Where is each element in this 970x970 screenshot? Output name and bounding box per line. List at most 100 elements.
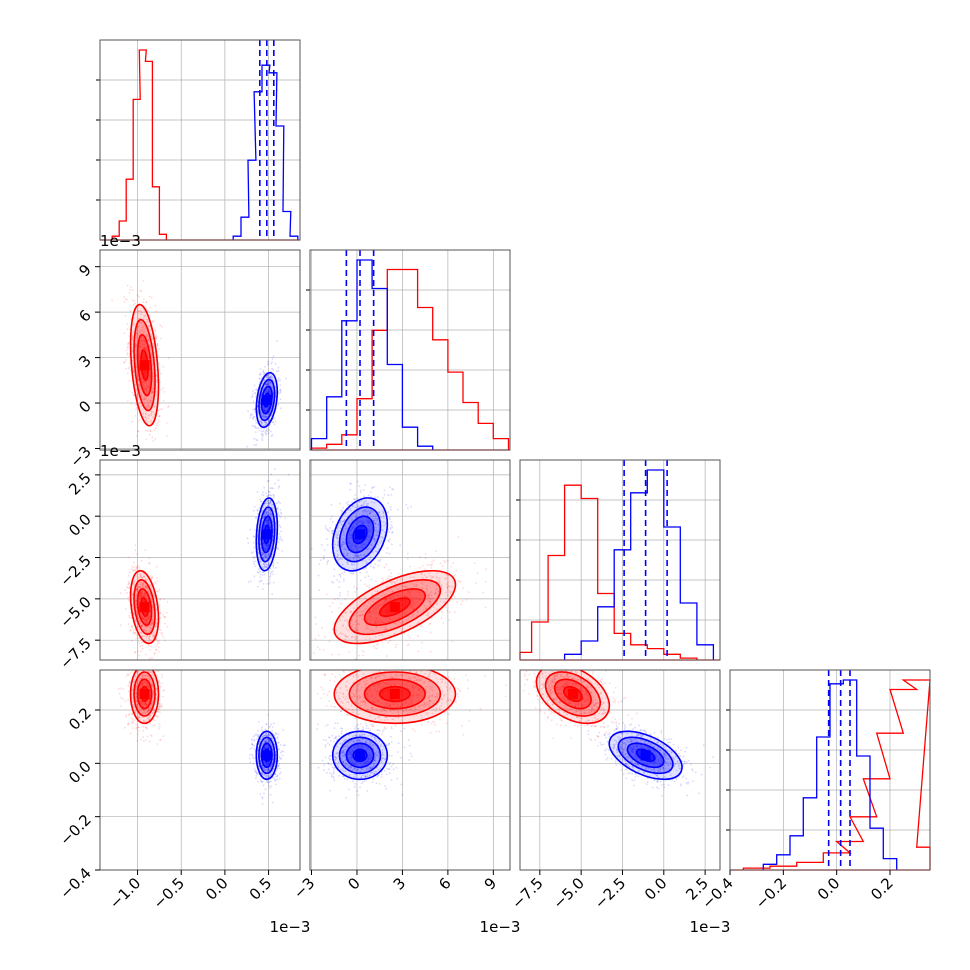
scatter-point [150,421,153,424]
scatter-point [385,563,388,566]
scatter-point [133,394,136,397]
scatter-point [368,611,370,614]
scatter-point [378,634,381,637]
scatter-point [346,554,348,557]
scatter-point [149,430,152,432]
scatter-point [140,559,143,562]
scatter-point [259,573,262,576]
scatter-point [129,629,132,632]
scatter-point [155,310,158,313]
scatter-point [267,407,269,409]
scatter-point [385,628,388,631]
scatter-point [342,543,344,546]
scatter-point [268,502,270,505]
scatter-point [440,584,443,587]
scatter-point [263,379,266,381]
scatter-point [453,596,456,598]
scatter-point [140,616,143,619]
scatter-point [350,610,353,613]
scatter-point [474,582,477,585]
scatter-point [127,673,129,675]
scatter-point [137,310,140,313]
scatter-point [344,525,347,528]
scatter-point [430,576,433,579]
scatter-point [254,392,257,395]
scatter-point [467,591,470,593]
scatter-point [350,536,353,538]
scatter-point [148,709,151,712]
scatter-point [166,435,168,438]
scatter-point [353,498,356,501]
scatter-point [266,413,269,416]
scatter-point [124,700,127,703]
scatter-point [347,541,349,543]
scatter-point [140,591,143,593]
scatter-point [264,556,267,558]
scatter-point [373,537,376,540]
scatter-point [143,703,146,705]
scatter-point [129,680,131,683]
scatter-point [352,567,355,570]
scatter-point [387,539,390,542]
scatter-point [141,576,144,579]
scatter-point [137,430,140,433]
scatter-point [268,523,271,526]
scatter-point [149,635,151,637]
scatter-point [139,592,142,595]
scatter-point [148,686,151,688]
scatter-point [275,502,278,505]
scatter-point [338,586,341,588]
scatter-point [151,682,153,685]
scatter-point [133,614,136,616]
scatter-point [275,394,277,397]
scatter-point [362,568,365,571]
scatter-point [140,702,143,705]
scatter-point [367,510,370,513]
scatter-point [351,545,354,548]
scatter-point [266,513,268,515]
scatter-point [372,519,375,522]
scatter-point [363,608,366,610]
scatter-point [341,545,344,548]
scatter-point [150,703,153,705]
scatter-point [149,611,151,614]
scatter-point [129,310,132,313]
scatter-point [261,553,264,556]
scatter-point [376,617,378,620]
scatter-point [360,553,362,556]
scatter-point [269,375,272,378]
scatter-point [342,540,345,543]
scatter-point [260,413,263,416]
scatter-point [268,563,270,565]
scatter-point [139,622,142,625]
scatter-point [145,649,147,651]
scatter-point [140,311,143,314]
scatter-point [142,712,145,714]
scatter-point [271,358,274,360]
scatter-point [383,566,386,569]
scatter-point [271,570,274,573]
scatter-point [382,580,385,582]
scatter-point [385,597,388,600]
scatter-point [353,559,355,562]
scatter-point [266,363,269,366]
scatter-point [425,607,427,609]
scatter-point [339,619,342,622]
scatter-point [143,702,146,704]
scatter-point [349,529,352,532]
scatter-point [150,335,153,338]
scatter-point [383,524,385,527]
scatter-point [259,409,262,412]
scatter-point [145,429,147,432]
scatter-point [253,415,255,418]
scatter-point [379,541,381,544]
scatter-point [144,683,147,686]
scatter-point [382,512,385,514]
scatter-point [126,328,129,331]
scatter-point [446,609,449,612]
scatter-point [148,615,150,618]
scatter-point [147,710,149,713]
scatter-point [445,606,447,609]
scatter-point [412,601,415,604]
scatter-point [125,716,128,718]
